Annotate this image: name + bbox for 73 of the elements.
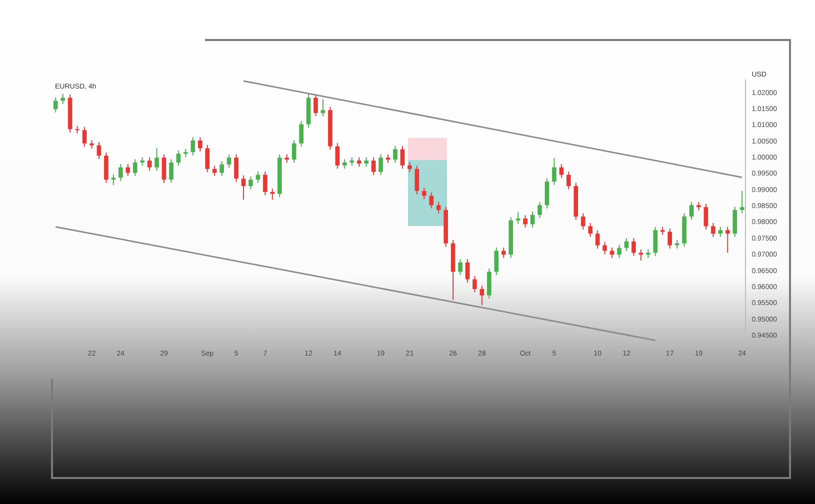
candlestick <box>205 144 210 173</box>
candlestick <box>480 285 484 306</box>
candlestick <box>530 211 535 228</box>
candlestick <box>494 247 499 276</box>
candlestick <box>740 190 744 214</box>
candlestick <box>118 164 123 182</box>
candlestick <box>617 244 622 258</box>
candlestick <box>393 145 398 164</box>
candlestick <box>408 162 412 173</box>
candlestick <box>501 247 506 258</box>
candlestick <box>624 238 629 252</box>
candlestick <box>126 164 130 177</box>
candlestick <box>602 242 607 255</box>
candlestick <box>162 154 166 184</box>
candlestick <box>580 212 586 230</box>
candlestick <box>226 154 232 168</box>
candlestick <box>523 214 528 228</box>
candlestick <box>638 248 644 261</box>
candlestick <box>436 201 441 214</box>
candlestick <box>234 154 238 182</box>
candlestick <box>566 171 571 190</box>
candlestick <box>465 258 470 283</box>
candlestick <box>378 154 383 176</box>
candlestick <box>632 238 636 256</box>
candlestick <box>190 136 196 156</box>
candlestick <box>472 276 477 293</box>
candlestick <box>248 176 253 190</box>
candlestick <box>422 187 426 200</box>
candlestick <box>458 258 462 276</box>
candlestick <box>292 140 296 164</box>
candlestick <box>212 165 217 177</box>
candlestick <box>732 206 738 238</box>
candlestick <box>220 160 224 177</box>
candlestick <box>653 226 658 256</box>
candlestick <box>711 222 716 238</box>
candlestick <box>689 201 694 220</box>
candlestick <box>335 142 340 170</box>
candlestick <box>371 156 376 176</box>
candlestick <box>414 165 420 195</box>
candlestick <box>595 230 600 250</box>
candlestick <box>270 188 275 200</box>
candlestick <box>364 156 368 168</box>
candlestick <box>516 211 520 224</box>
candlestick <box>538 201 542 219</box>
candlestick <box>400 145 405 170</box>
candlestick <box>429 192 434 209</box>
candlestick <box>147 156 152 172</box>
candlestick <box>104 152 108 184</box>
candlestick <box>487 268 492 300</box>
candlestick <box>544 178 550 209</box>
candlestick <box>60 93 66 104</box>
candlestick <box>241 174 246 200</box>
candlestick <box>132 158 138 177</box>
candlestick <box>588 222 593 238</box>
candlestick <box>111 174 116 186</box>
candlestick <box>668 228 672 250</box>
candlestick <box>559 164 564 178</box>
candlestick <box>198 136 202 152</box>
candlestick <box>356 156 362 168</box>
candlestick <box>314 94 318 117</box>
candlestick <box>176 150 181 166</box>
candlestick <box>718 226 723 238</box>
candlestick <box>342 158 347 170</box>
candlestick <box>320 98 326 117</box>
candlestick <box>53 96 58 113</box>
candlestick <box>169 158 174 184</box>
candlestick <box>82 126 87 148</box>
candlestick <box>299 120 304 148</box>
candlestick <box>725 226 730 254</box>
candlestick <box>154 148 159 172</box>
candlestick <box>704 203 708 230</box>
candlestick <box>552 157 556 186</box>
candlestick <box>263 171 268 196</box>
